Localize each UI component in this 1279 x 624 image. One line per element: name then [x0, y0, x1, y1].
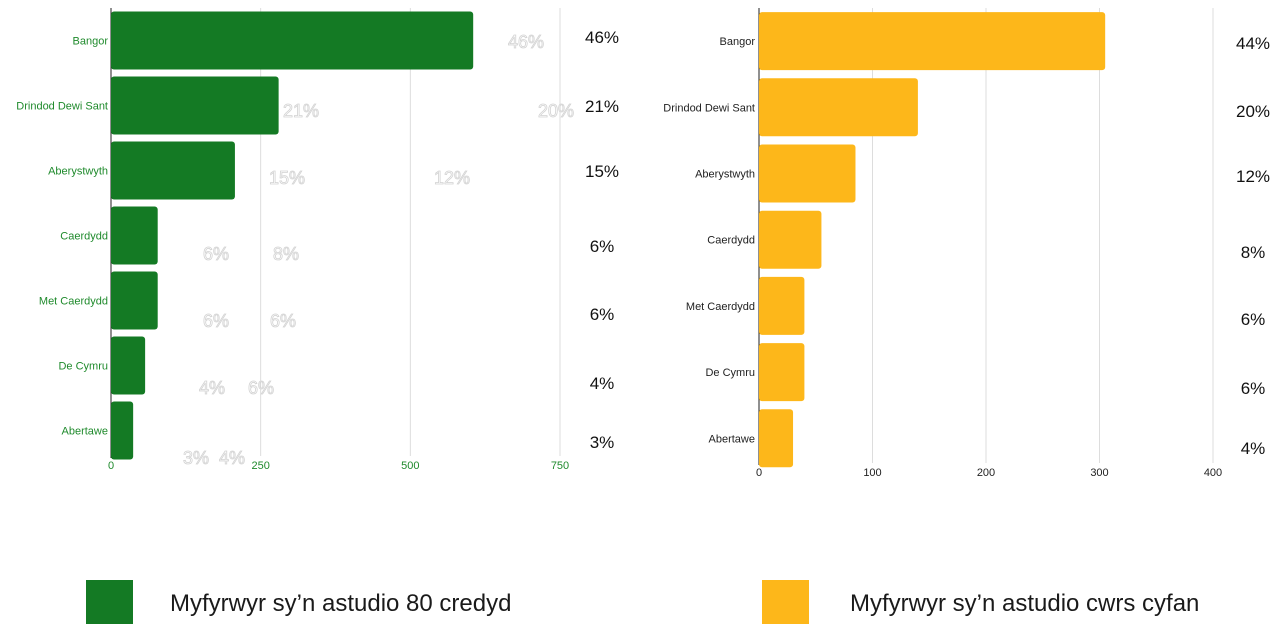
percent-label: 20% [1236, 102, 1270, 121]
category-label: Aberystwyth [695, 169, 755, 181]
percent-label: 8% [1241, 243, 1266, 262]
ghost-percent-label: 12% [434, 168, 470, 188]
bar [111, 206, 158, 265]
category-label: Aberystwyth [48, 166, 108, 178]
percent-label: 15% [585, 162, 619, 181]
tick-label-x: 750 [551, 460, 569, 472]
bar [111, 271, 158, 330]
bar [111, 11, 474, 70]
tick-label-x: 250 [251, 460, 269, 472]
bar [111, 401, 134, 460]
percent-label: 12% [1236, 167, 1270, 186]
percent-label: 4% [1241, 439, 1266, 458]
ghost-percent-label: 46% [508, 32, 544, 52]
bar [759, 12, 1106, 71]
bar [759, 144, 856, 203]
legend-swatch-80-credits [86, 580, 133, 624]
ghost-percent-label: 8% [273, 244, 299, 264]
bar [111, 76, 279, 135]
bar [111, 336, 146, 395]
category-label: Met Caerdydd [39, 296, 108, 308]
ghost-percent-label: 4% [219, 448, 245, 468]
category-label: De Cymru [705, 367, 755, 379]
bar [759, 276, 805, 335]
ghost-percent-label: 6% [203, 311, 229, 331]
ghost-percent-label: 20% [538, 101, 574, 121]
category-label: Drindod Dewi Sant [663, 102, 755, 114]
legend-label-80-credits: Myfyrwyr sy’n astudio 80 credyd [170, 590, 512, 617]
tick-label-x: 200 [977, 467, 995, 479]
tick-label-x: 400 [1204, 467, 1222, 479]
category-label: Met Caerdydd [686, 301, 755, 313]
ghost-percent-label: 4% [199, 378, 225, 398]
percent-label: 6% [1241, 310, 1266, 329]
tick-label-x: 0 [108, 460, 114, 472]
chart-80-credits: Bangor 46% Drindod Dewi Sant 21% Aberystwyth… [16, 8, 619, 472]
category-label: Bangor [73, 36, 109, 48]
legend-label-full-course: Myfyrwyr sy’n astudio cwrs cyfan [850, 590, 1200, 617]
percent-label: 4% [590, 374, 615, 393]
tick-label-x: 0 [756, 467, 762, 479]
percent-label: 3% [590, 433, 615, 452]
percent-label: 6% [1241, 379, 1266, 398]
bar [759, 210, 822, 269]
percent-label: 46% [585, 28, 619, 47]
category-label: Abertawe [709, 433, 755, 445]
bar [759, 78, 918, 137]
ghost-percent-label: 6% [248, 378, 274, 398]
percent-label: 44% [1236, 34, 1270, 53]
category-label: Bangor [720, 36, 756, 48]
chart-full-course: Bangor 44% Drindod Dewi Sant 20% Aberystwyth… [663, 8, 1270, 479]
tick-label-x: 300 [1090, 467, 1108, 479]
percent-label: 21% [585, 97, 619, 116]
ghost-percent-label: 21% [283, 101, 319, 121]
category-label: De Cymru [58, 361, 108, 373]
category-label: Caerdydd [707, 235, 755, 247]
percent-label: 6% [590, 305, 615, 324]
tick-label-x: 500 [401, 460, 419, 472]
bar [759, 409, 794, 468]
category-label: Drindod Dewi Sant [16, 101, 108, 113]
bar [759, 343, 805, 402]
ghost-percent-label: 15% [269, 168, 305, 188]
legend-swatch-full-course [762, 580, 809, 624]
ghost-percent-label: 6% [203, 244, 229, 264]
ghost-percent-label: 6% [270, 311, 296, 331]
category-label: Caerdydd [60, 231, 108, 243]
percent-label: 6% [590, 237, 615, 256]
bar [111, 141, 235, 200]
tick-label-x: 100 [863, 467, 881, 479]
ghost-percent-label: 3% [183, 448, 209, 468]
category-label: Abertawe [62, 426, 108, 438]
